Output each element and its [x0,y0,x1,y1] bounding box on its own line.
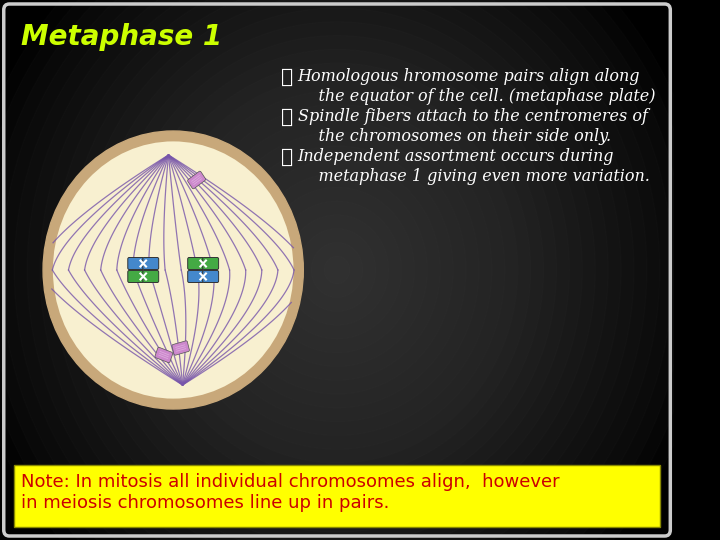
FancyBboxPatch shape [143,258,158,269]
Text: ௰: ௰ [281,68,293,87]
FancyBboxPatch shape [203,258,219,269]
Text: Homologous hromosome pairs align along: Homologous hromosome pairs align along [297,68,640,85]
FancyBboxPatch shape [127,271,144,282]
FancyBboxPatch shape [143,271,158,282]
FancyBboxPatch shape [188,271,204,282]
FancyBboxPatch shape [155,347,173,363]
Ellipse shape [52,140,295,400]
Text: the equator of the cell. (metaphase plate): the equator of the cell. (metaphase plat… [297,88,655,105]
FancyBboxPatch shape [188,258,204,269]
Text: ௰: ௰ [281,148,293,167]
Ellipse shape [43,131,303,409]
Text: Spindle fibers attach to the centromeres of: Spindle fibers attach to the centromeres… [297,108,647,125]
FancyBboxPatch shape [127,258,144,269]
Text: ௰: ௰ [281,108,293,127]
Text: Note: In mitosis all individual chromosomes align,  however
in meiosis chromosom: Note: In mitosis all individual chromoso… [21,473,559,512]
Text: metaphase 1 giving even more variation.: metaphase 1 giving even more variation. [297,168,649,185]
FancyBboxPatch shape [172,341,189,355]
FancyBboxPatch shape [203,271,219,282]
Bar [14,465,660,527]
Text: the chromosomes on their side only.: the chromosomes on their side only. [297,128,611,145]
Text: Metaphase 1: Metaphase 1 [21,23,222,51]
FancyBboxPatch shape [188,171,206,189]
Text: Independent assortment occurs during: Independent assortment occurs during [297,148,614,165]
